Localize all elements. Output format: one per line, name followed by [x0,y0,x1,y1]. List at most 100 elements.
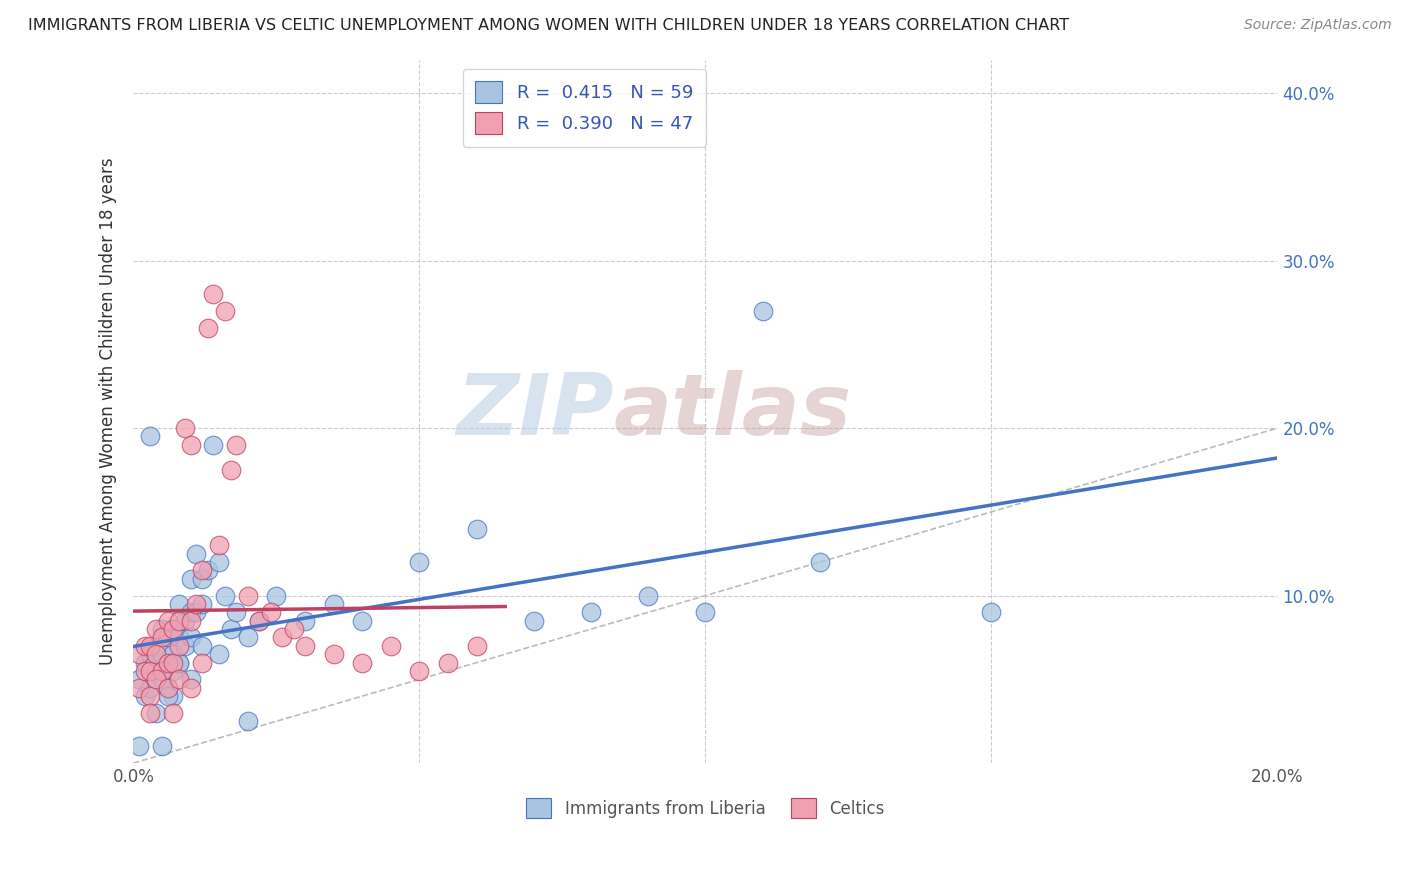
Point [180,572,202,586]
Point [186,606,208,620]
Point [191,572,214,586]
Point [128,681,150,695]
Point [139,706,162,720]
Point [197,320,219,334]
Point [271,631,294,645]
Point [225,606,247,620]
Point [128,739,150,754]
Point [980,606,1002,620]
Point [191,639,214,653]
Point [162,647,184,661]
Point [236,589,259,603]
Point [134,664,156,678]
Point [162,664,184,678]
Point [156,614,179,628]
Point [322,647,344,661]
Point [191,597,214,611]
Point [266,589,288,603]
Point [352,614,374,628]
Point [156,681,179,695]
Point [202,287,225,301]
Point [173,639,195,653]
Point [162,622,184,636]
Point [465,522,488,536]
Point [214,589,236,603]
Point [180,673,202,687]
Text: Source: ZipAtlas.com: Source: ZipAtlas.com [1244,18,1392,32]
Point [214,303,236,318]
Point [150,622,173,636]
Point [294,614,316,628]
Point [162,689,184,703]
Point [408,664,430,678]
Point [191,656,214,670]
Point [128,673,150,687]
Point [225,438,247,452]
Point [145,664,167,678]
Point [202,438,225,452]
Text: ZIP: ZIP [456,370,614,453]
Point [162,656,184,670]
Point [139,681,162,695]
Point [408,555,430,569]
Point [259,606,281,620]
Point [173,614,195,628]
Point [180,614,202,628]
Point [139,664,162,678]
Point [808,555,831,569]
Point [134,639,156,653]
Point [139,429,162,443]
Point [145,639,167,653]
Point [156,656,179,670]
Point [167,597,190,611]
Text: IMMIGRANTS FROM LIBERIA VS CELTIC UNEMPLOYMENT AMONG WOMEN WITH CHILDREN UNDER 1: IMMIGRANTS FROM LIBERIA VS CELTIC UNEMPL… [28,18,1069,33]
Point [208,538,231,552]
Point [162,706,184,720]
Point [352,656,374,670]
Point [247,614,270,628]
Point [197,564,219,578]
Point [236,714,259,729]
Point [236,631,259,645]
Point [156,656,179,670]
Point [465,639,488,653]
Point [145,622,167,636]
Point [139,647,162,661]
Point [167,673,190,687]
Point [134,656,156,670]
Point [128,647,150,661]
Text: atlas: atlas [614,370,852,453]
Point [247,614,270,628]
Point [294,639,316,653]
Point [139,639,162,653]
Point [208,647,231,661]
Point [145,673,167,687]
Point [191,564,214,578]
Point [145,647,167,661]
Point [134,689,156,703]
Point [167,656,190,670]
Point [150,739,173,754]
Point [156,681,179,695]
Point [637,589,659,603]
Point [180,681,202,695]
Point [167,639,190,653]
Point [173,421,195,435]
Point [150,664,173,678]
Point [437,656,460,670]
Point [208,555,231,569]
Point [150,647,173,661]
Y-axis label: Unemployment Among Women with Children Under 18 years: Unemployment Among Women with Children U… [100,158,117,665]
Point [180,606,202,620]
Point [751,303,773,318]
Point [156,689,179,703]
Point [186,597,208,611]
Point [180,438,202,452]
Point [145,706,167,720]
Point [283,622,305,636]
Point [380,639,402,653]
Point [523,614,546,628]
Point [156,631,179,645]
Point [219,622,242,636]
Legend: Immigrants from Liberia, Celtics: Immigrants from Liberia, Celtics [520,791,891,825]
